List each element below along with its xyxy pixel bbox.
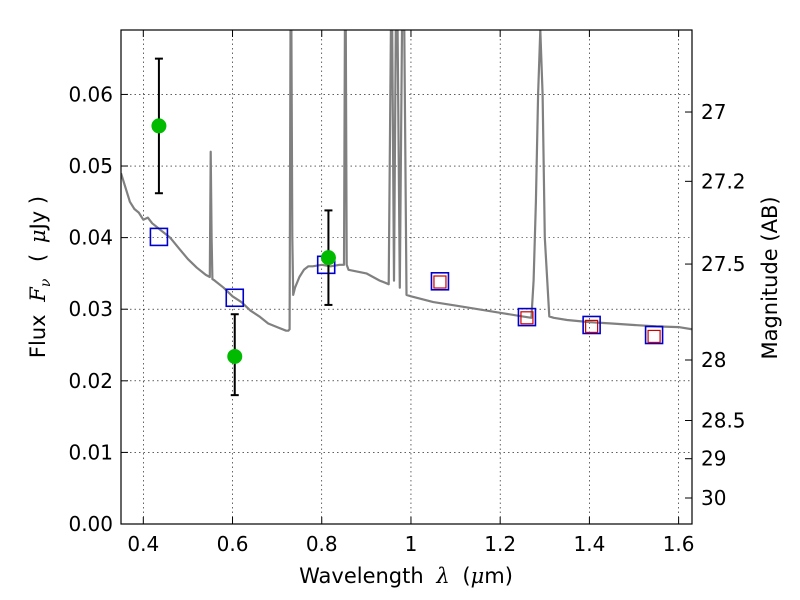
y2-tick-label: 29 [701,447,726,471]
x-axis-label: Wavelength [299,564,424,588]
observed-red-marker [647,329,661,344]
x-axis-unit-rest: m) [484,564,513,588]
y2-tick-label: 27.5 [701,252,746,276]
x-tick-label: 0.8 [306,532,338,556]
observed-flux-point [151,118,167,134]
y-tick-label: 0.05 [68,154,113,178]
x-tick-label: 0.4 [127,532,159,556]
observed-flux-point [320,250,336,266]
observed-red-marker [520,311,534,325]
x-axis-unit-mu: μ [471,564,485,588]
model-photometry-marker [582,315,601,335]
sed-model-line [121,30,692,332]
x-tick-label: 0.6 [217,532,249,556]
y-axis-title: Flux Fν ( μJy ) [26,196,55,358]
series-layer [121,30,692,397]
y-tick-label: 0.04 [68,226,113,250]
observed-red-marker [585,319,599,333]
model-photometry-marker [644,325,664,345]
y-axis-label: Flux [26,314,50,358]
model-photometry-marker [517,307,537,327]
y-axis-unit-rest: Jy ) [26,196,50,232]
model-photometry-marker [430,271,450,291]
y2-tick-label: 28.5 [701,409,746,433]
model-photometry-marker [225,288,245,308]
x-axis-unit-open: ( [462,564,470,588]
y-tick-label: 0.06 [68,82,113,106]
observed-flux-point [227,348,243,364]
y-tick-label: 0.00 [68,512,113,536]
y2-tick-label: 27 [701,100,726,124]
ticks-layer: 0.4 0.6 0.8 1 1.2 1.4 1.6 0.00 0.01 0.02 0.03 0.04 0… [68,30,746,556]
y-tick-label: 0.02 [68,369,113,393]
y2-tick-label: 27.2 [701,169,746,193]
y-axis-symbol-sub: ν [38,278,54,287]
plot-area [121,30,692,397]
y-axis-symbol: F [26,286,50,303]
x-tick-label: 1.2 [484,532,516,556]
plot-frame [120,29,693,525]
y-tick-label: 0.03 [68,297,113,321]
x-tick-label: 1 [405,532,418,556]
x-tick-label: 1.4 [573,532,605,556]
y-axis-unit-open: ( [26,254,50,262]
y-axis-unit-mu: μ [26,229,50,243]
x-axis-symbol: λ [435,564,449,588]
y-tick-label: 0.01 [68,440,113,464]
x-tick-label: 1.6 [663,532,695,556]
y2-tick-label: 28 [701,348,726,372]
observed-red-marker [433,275,447,289]
model-photometry-marker [149,227,169,247]
y2-tick-label: 30 [701,486,726,510]
x-axis-title: Wavelength λ (μm) [299,564,513,588]
y2-axis-title: Magnitude (AB) [758,196,782,359]
